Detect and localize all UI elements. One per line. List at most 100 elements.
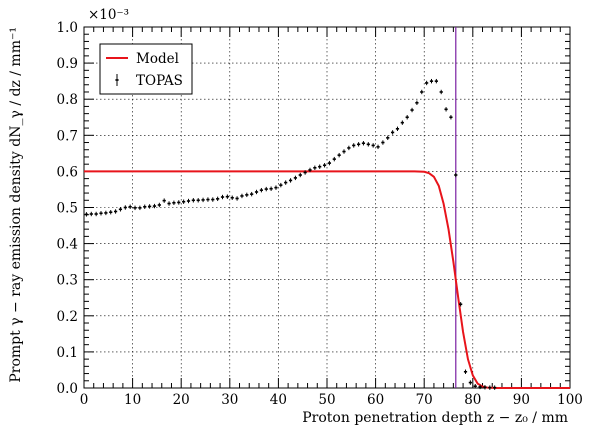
topas-point	[493, 385, 497, 390]
x-tick-label: 30	[221, 392, 238, 408]
topas-point	[463, 369, 468, 374]
x-tick-label: 20	[173, 392, 190, 408]
x-tick-label: 40	[270, 392, 287, 408]
topas-point	[162, 198, 166, 203]
y-axis-title: Prompt γ − ray emission density dN_γ / d…	[8, 27, 24, 383]
topas-point	[318, 164, 322, 169]
topas-point	[327, 160, 332, 166]
topas-point	[332, 156, 336, 162]
x-tick-label: 10	[124, 392, 141, 408]
topas-point	[449, 115, 453, 120]
topas-point	[104, 210, 108, 216]
topas-point	[386, 135, 390, 141]
topas-point	[454, 172, 458, 178]
x-axis-title: Proton penetration depth z − z₀ / mm	[302, 410, 568, 426]
topas-point	[133, 205, 137, 211]
topas-point	[211, 197, 215, 202]
series-topas	[84, 78, 497, 390]
topas-point	[381, 140, 385, 145]
topas-point	[196, 198, 200, 203]
x-tick-label: 100	[557, 392, 583, 408]
x-tick-label: 50	[318, 392, 335, 408]
topas-point	[191, 198, 195, 203]
topas-point	[459, 302, 463, 307]
topas-point	[259, 187, 263, 193]
topas-point	[254, 189, 259, 195]
topas-point	[313, 165, 317, 170]
topas-point	[483, 385, 487, 390]
topas-point	[473, 383, 477, 389]
x-tick-label: 70	[416, 392, 433, 408]
topas-point	[415, 100, 419, 106]
topas-point	[274, 185, 278, 190]
topas-point	[148, 204, 152, 209]
topas-point	[342, 149, 346, 154]
y-tick-label: 0.4	[57, 237, 78, 253]
topas-point	[89, 211, 93, 217]
topas-point	[123, 205, 127, 210]
legend-topas-label: TOPAS	[136, 73, 183, 89]
topas-point	[84, 212, 89, 217]
topas-point	[366, 142, 370, 147]
y-tick-label: 0.6	[57, 164, 78, 180]
series-model	[84, 170, 570, 389]
topas-point	[425, 80, 429, 86]
y-tick-label: 0.9	[57, 56, 78, 72]
topas-point	[225, 194, 229, 199]
topas-point	[172, 200, 176, 206]
topas-point	[138, 205, 142, 211]
topas-point	[284, 180, 288, 185]
topas-point	[347, 145, 351, 151]
topas-point	[230, 195, 234, 200]
axis-ticks: 0 10 20 30 40 50 60 70 80 90 100 0.0 0.1 0.2 0.3 0.4 0.5…	[57, 20, 583, 408]
topas-point	[118, 207, 123, 212]
topas-point	[420, 89, 424, 95]
topas-point	[308, 167, 312, 173]
y-tick-label: 0.0	[57, 381, 78, 397]
topas-point	[298, 172, 302, 178]
y-tick-label: 0.7	[57, 128, 78, 144]
topas-point	[376, 144, 380, 150]
topas-point	[478, 384, 482, 390]
topas-point	[468, 380, 472, 385]
topas-point	[186, 198, 191, 204]
topas-point	[434, 78, 438, 84]
topas-point	[235, 196, 239, 201]
topas-point	[439, 89, 443, 95]
legend-model-label: Model	[136, 51, 179, 67]
topas-point	[182, 199, 186, 204]
topas-point	[410, 107, 414, 113]
topas-point	[99, 211, 103, 216]
topas-point	[94, 211, 98, 217]
x-tick-label: 80	[464, 392, 481, 408]
topas-point	[279, 182, 283, 188]
topas-point	[444, 107, 448, 112]
topas-point	[264, 186, 268, 192]
topas-point	[395, 126, 400, 132]
topas-point	[303, 170, 307, 175]
topas-point	[201, 197, 205, 203]
topas-point	[356, 142, 361, 147]
y-exponent-label: ×10⁻³	[88, 7, 129, 23]
topas-point	[405, 115, 409, 120]
y-tick-label: 0.5	[57, 201, 78, 217]
topas-point	[143, 204, 147, 209]
model-curve	[84, 170, 570, 389]
topas-point	[113, 209, 118, 214]
y-tick-label: 0.1	[57, 345, 78, 361]
topas-point	[245, 192, 249, 198]
y-tick-label: 0.2	[57, 309, 78, 325]
y-tick-label: 1.0	[57, 20, 78, 36]
legend-topas-swatch	[115, 74, 119, 86]
topas-point	[293, 175, 298, 181]
x-tick-label: 0	[80, 392, 89, 408]
topas-point	[206, 197, 210, 202]
x-tick-label: 60	[367, 392, 384, 408]
topas-point	[361, 141, 366, 146]
topas-point	[167, 201, 171, 206]
topas-point	[240, 193, 244, 199]
topas-point	[288, 178, 293, 183]
topas-point	[157, 202, 161, 208]
y-tick-label: 0.8	[57, 92, 78, 108]
